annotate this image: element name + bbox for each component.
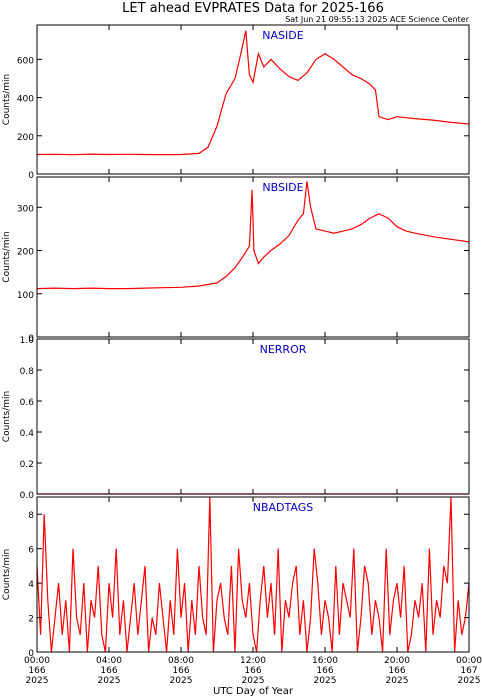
panel-label: NBADTAGS <box>253 501 313 514</box>
y-tick-label: 0.4 <box>20 429 35 439</box>
x-tick-time: 20:00 <box>384 656 410 666</box>
x-tick-doy: 167 <box>460 666 477 676</box>
x-tick-time: 04:00 <box>96 656 122 666</box>
x-tick-year: 2025 <box>242 676 265 686</box>
y-tick-label: 0.8 <box>20 367 35 377</box>
x-tick-time: 16:00 <box>312 656 338 666</box>
series-line-nbadtags <box>36 496 470 653</box>
y-tick-label: 400 <box>17 95 34 105</box>
x-tick-doy: 166 <box>244 666 261 676</box>
y-tick-label: 100 <box>17 291 34 301</box>
x-tick-doy: 166 <box>172 666 189 676</box>
y-tick-label: 0.6 <box>20 398 35 408</box>
y-tick-label: 0 <box>28 649 34 659</box>
panels: 0 200 400 600 NASIDE Counts/min 0 100 200 300 NBSI… <box>2 24 470 659</box>
y-tick-label: 2 <box>28 615 34 625</box>
y-tick-label: 600 <box>17 56 34 66</box>
x-tick-year: 2025 <box>386 676 409 686</box>
y-tick-label: 300 <box>17 204 34 214</box>
y-tick-label: 0.2 <box>20 460 34 470</box>
panel-nerror: 0.0 0.2 0.4 0.6 0.8 1.0 NERROR Counts/min <box>2 336 470 501</box>
y-tick-label: 200 <box>17 133 34 143</box>
panel-label: NBSIDE <box>262 181 303 194</box>
panel-label: NERROR <box>260 343 307 356</box>
y-tick-label: 0.0 <box>20 491 35 501</box>
y-axis-label: Counts/min <box>2 74 12 125</box>
x-tick-doy: 166 <box>100 666 117 676</box>
generation-timestamp: Sat Jun 21 09:55:13 2025 ACE Science Cen… <box>285 15 470 24</box>
panel-nbside: 0 100 200 300 NBSIDE Counts/min <box>2 176 470 344</box>
x-tick-year: 2025 <box>26 676 49 686</box>
x-tick-time: 12:00 <box>240 656 266 666</box>
x-tick-time: 08:00 <box>168 656 194 666</box>
x-tick-year: 2025 <box>170 676 193 686</box>
x-tick-doy: 166 <box>316 666 333 676</box>
y-tick-label: 6 <box>28 546 34 556</box>
y-tick-label: 4 <box>28 580 34 590</box>
x-tick-year: 2025 <box>458 676 481 686</box>
panel-nbadtags: 0 2 4 6 8 NBADTAGS Counts/min <box>2 496 470 659</box>
x-tick-time: 00:00 <box>456 656 482 666</box>
x-tick-doy: 166 <box>28 666 45 676</box>
y-tick-label: 0 <box>28 171 34 181</box>
plot-frame <box>36 338 470 495</box>
x-tick-time: 00:00 <box>24 656 50 666</box>
x-tick-year: 2025 <box>314 676 337 686</box>
x-tick-doy: 166 <box>388 666 405 676</box>
x-tick-labels: 00:00166202504:00166202508:00166202512:0… <box>24 656 482 686</box>
y-axis-label: Counts/min <box>2 549 12 600</box>
y-tick-label: 1.0 <box>20 336 35 346</box>
y-axis-label: Counts/min <box>2 231 12 282</box>
panel-naside: 0 200 400 600 NASIDE Counts/min <box>2 24 470 181</box>
y-tick-label: 200 <box>17 248 34 258</box>
figure-title: LET ahead EVPRATES Data for 2025-166 <box>122 1 384 16</box>
x-tick-year: 2025 <box>98 676 121 686</box>
y-tick-label: 0 <box>28 334 34 344</box>
panel-label: NASIDE <box>262 29 303 42</box>
x-axis-label: UTC Day of Year <box>213 686 294 697</box>
series-line-nbside <box>36 181 470 290</box>
y-axis-label: Counts/min <box>2 391 12 442</box>
plot-frame <box>36 24 470 175</box>
series-line-naside <box>36 30 470 156</box>
y-tick-label: 8 <box>28 511 34 521</box>
